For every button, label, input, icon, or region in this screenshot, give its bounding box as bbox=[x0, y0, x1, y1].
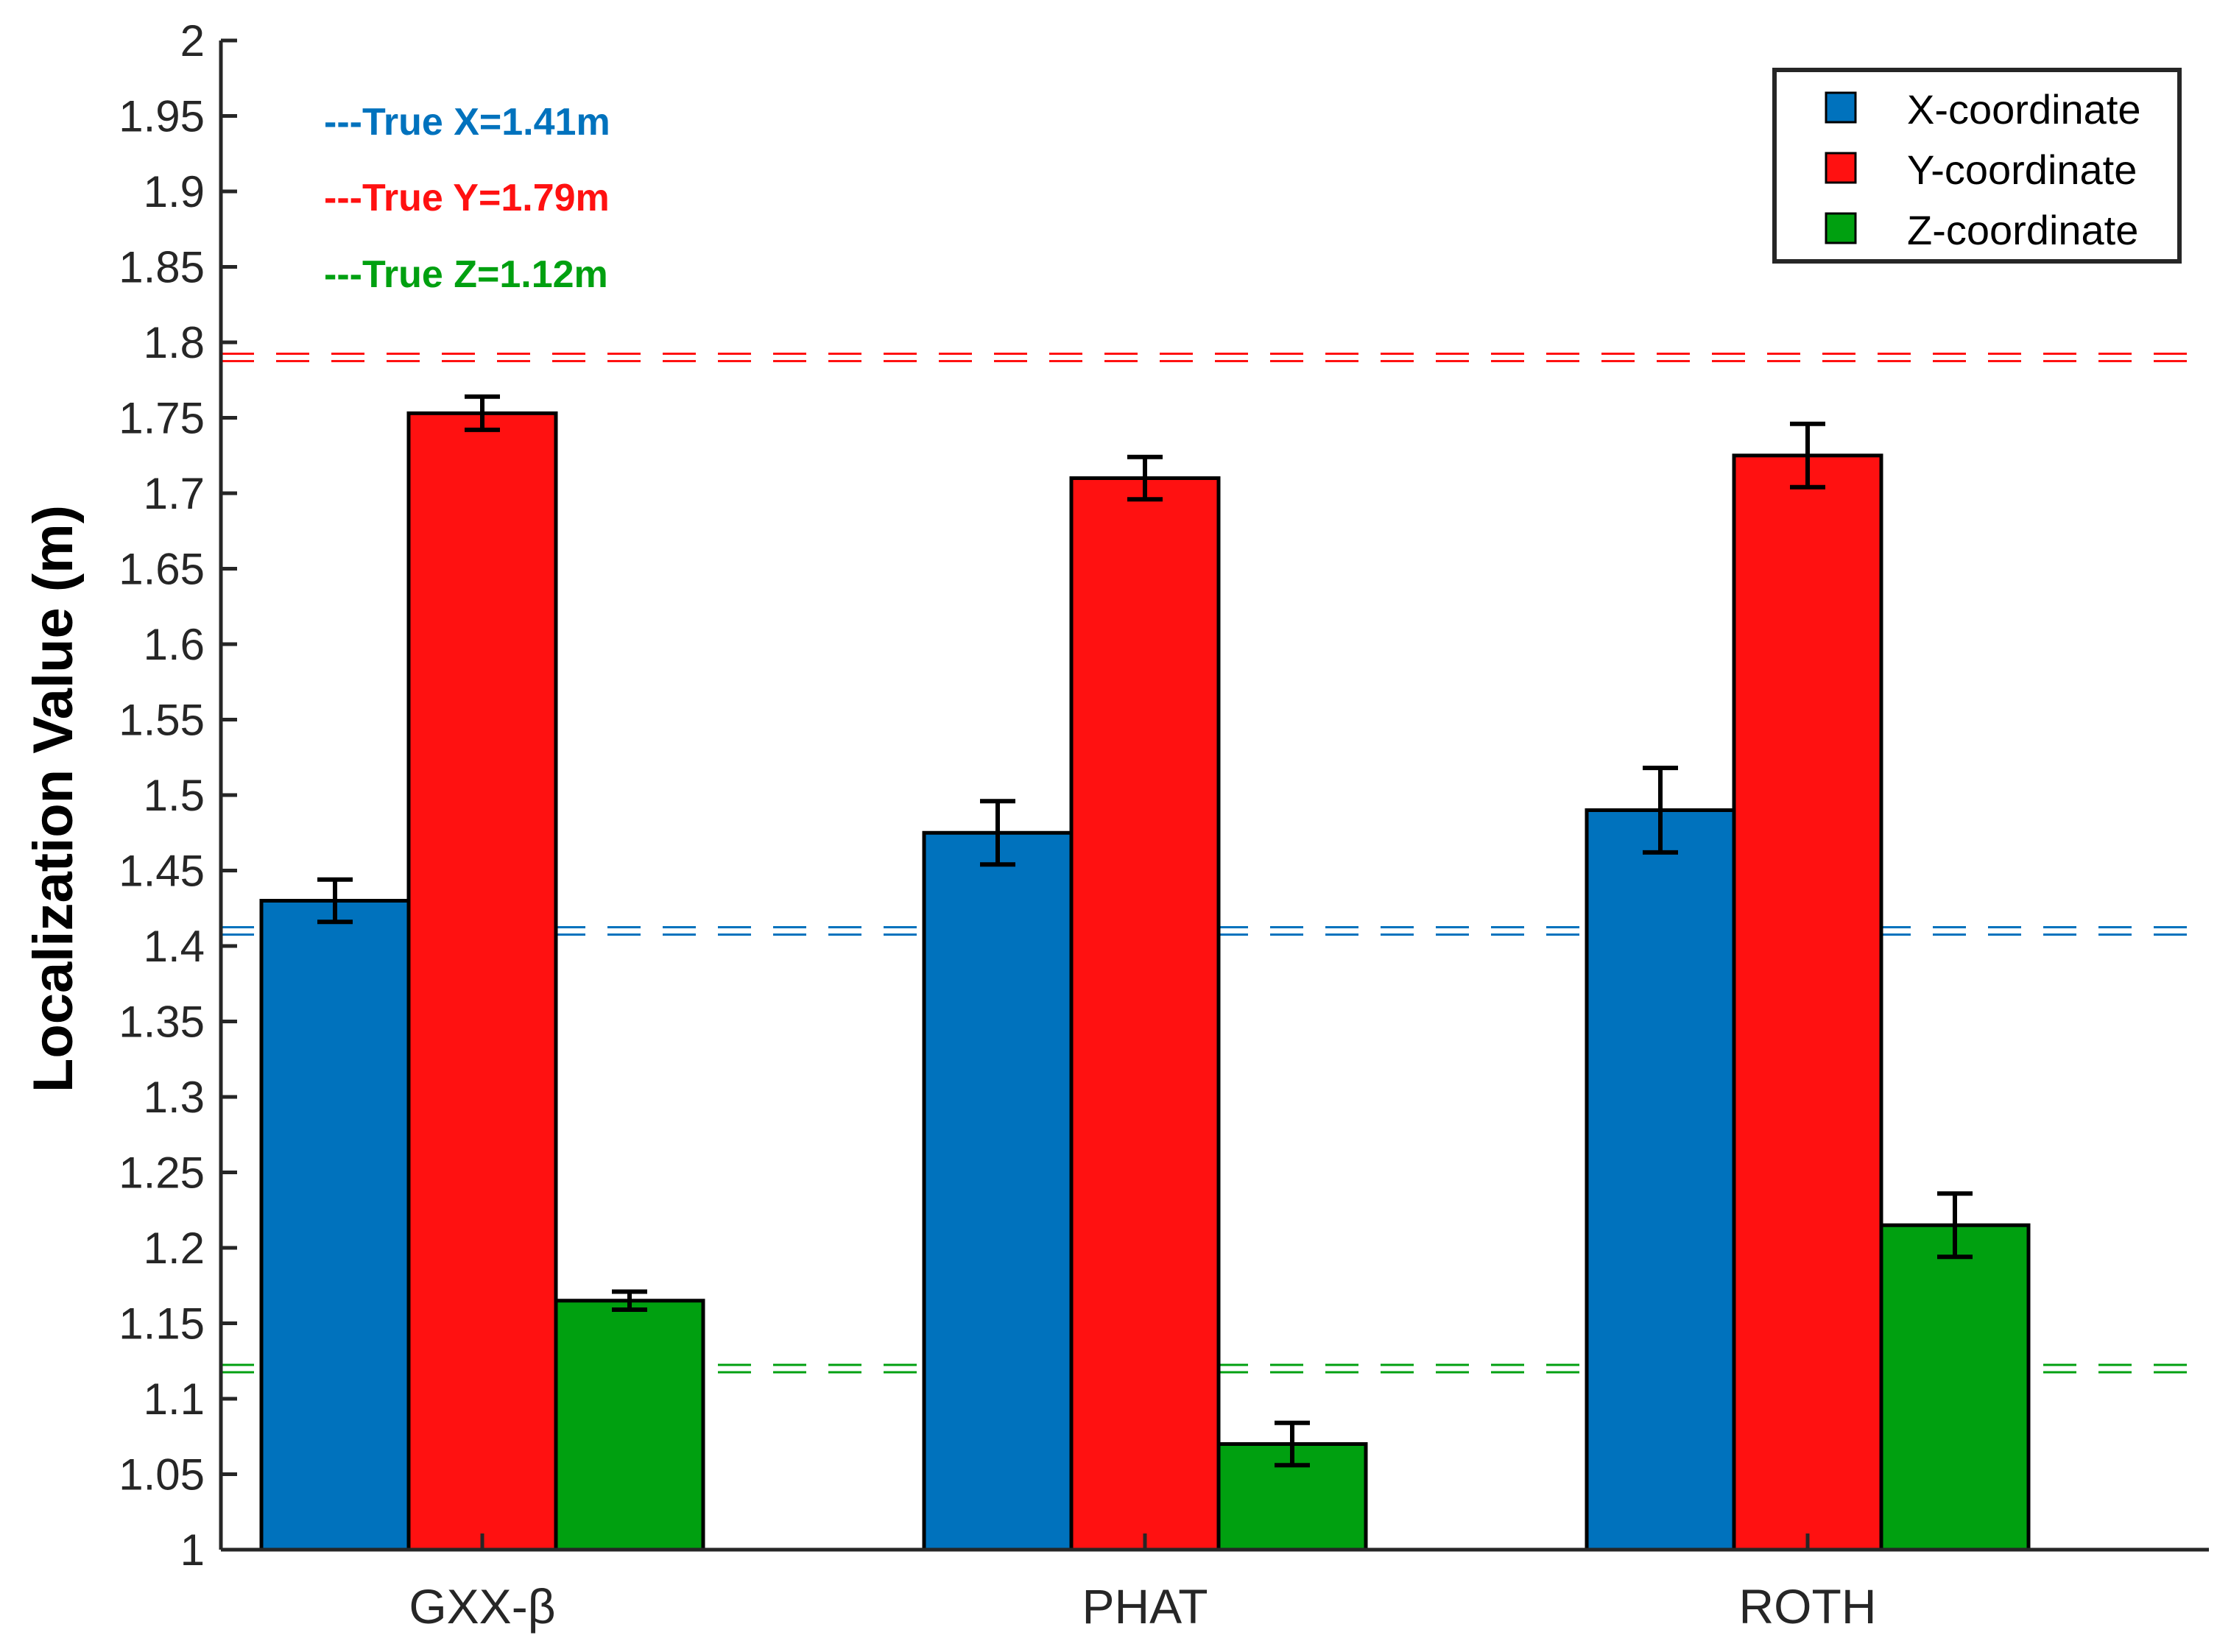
bar-y-coordinate-2 bbox=[1069, 476, 1221, 1552]
legend-swatch-z-coordinate bbox=[1825, 212, 1857, 244]
y-axis-ticks: 1 1.05 1.1 1.15 1.2 1.25 1.3 1.35 1.4 1.45 1.5 1.55… bbox=[119, 16, 237, 1575]
y-tick-label: 1.6 bbox=[144, 620, 205, 669]
legend-label-x-coordinate: X-coordinate bbox=[1907, 86, 2141, 133]
error-bar-x-coordinate-3 bbox=[1643, 766, 1678, 855]
error-bar-z-coordinate-1 bbox=[612, 1289, 647, 1313]
y-tick-label: 1.4 bbox=[144, 922, 205, 971]
reference-label-2: ---True Y=1.79m bbox=[324, 177, 610, 219]
error-bar-z-coordinate-2 bbox=[1275, 1420, 1310, 1468]
y-tick-label: 1.7 bbox=[144, 469, 205, 518]
bar-z-coordinate-1 bbox=[554, 1299, 705, 1552]
reference-label-3: ---True Z=1.12m bbox=[324, 253, 608, 296]
y-tick-label: 1.85 bbox=[119, 243, 205, 292]
y-tick-label: 1.35 bbox=[119, 998, 205, 1047]
y-tick-label: 1.1 bbox=[144, 1374, 205, 1424]
bar-x-coordinate-2 bbox=[922, 830, 1074, 1552]
y-tick-label: 1.75 bbox=[119, 394, 205, 443]
error-bar-y-coordinate-3 bbox=[1790, 421, 1825, 490]
y-tick-label: 1.9 bbox=[144, 167, 205, 216]
y-tick-label: 1.2 bbox=[144, 1224, 205, 1273]
y-axis-label: Localization Value (m) bbox=[22, 505, 85, 1092]
y-tick-label: 1.15 bbox=[119, 1299, 205, 1349]
legend-swatch-x-coordinate bbox=[1825, 91, 1857, 124]
legend: X-coordinate Y-coordinate Z-coordinate bbox=[1772, 68, 2182, 264]
y-tick-label: 1.25 bbox=[119, 1148, 205, 1198]
reference-labels: ---True X=1.41m ---True Y=1.79m ---True Z=… bbox=[324, 101, 610, 296]
y-tick-label: 1.8 bbox=[144, 318, 205, 367]
error-bar-x-coordinate-2 bbox=[980, 799, 1015, 867]
y-tick-label: 1.3 bbox=[144, 1073, 205, 1122]
error-bar-y-coordinate-1 bbox=[465, 394, 500, 432]
y-tick-label: 1 bbox=[180, 1525, 205, 1575]
bars bbox=[259, 411, 2031, 1552]
legend-label-y-coordinate: Y-coordinate bbox=[1907, 147, 2137, 193]
y-tick-label: 1.05 bbox=[119, 1450, 205, 1500]
x-tick-label: PHAT bbox=[1082, 1579, 1208, 1634]
error-bars bbox=[317, 394, 1973, 1468]
y-tick-label: 1.55 bbox=[119, 696, 205, 745]
x-tick-label: ROTH bbox=[1739, 1579, 1877, 1634]
error-bar-y-coordinate-2 bbox=[1127, 454, 1163, 502]
reference-label-1: ---True X=1.41m bbox=[324, 101, 610, 144]
bar-x-coordinate-1 bbox=[259, 899, 411, 1552]
bar-x-coordinate-3 bbox=[1585, 808, 1736, 1552]
error-bar-z-coordinate-3 bbox=[1937, 1191, 1973, 1260]
y-tick-label: 1.65 bbox=[119, 545, 205, 594]
error-bar-x-coordinate-1 bbox=[317, 877, 353, 925]
y-tick-label: 1.95 bbox=[119, 92, 205, 141]
y-tick-label: 1.5 bbox=[144, 771, 205, 820]
x-tick-label: GXX-β bbox=[409, 1579, 555, 1634]
legend-swatch-y-coordinate bbox=[1825, 152, 1857, 184]
y-tick-label: 2 bbox=[180, 16, 205, 66]
y-tick-label: 1.45 bbox=[119, 847, 205, 896]
bar-y-coordinate-3 bbox=[1732, 453, 1883, 1552]
x-axis-labels: GXX-β PHAT ROTH bbox=[409, 1533, 1876, 1634]
legend-label-z-coordinate: Z-coordinate bbox=[1907, 207, 2138, 253]
bar-y-coordinate-1 bbox=[406, 411, 558, 1552]
bar-z-coordinate-3 bbox=[1879, 1223, 2031, 1552]
